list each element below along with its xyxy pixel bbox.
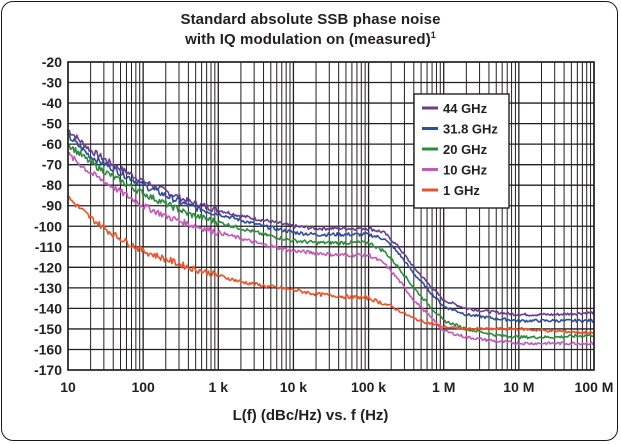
series-line-2: [67, 144, 595, 340]
y-tick-label: -160: [34, 341, 62, 357]
legend-label: 10 GHz: [443, 163, 488, 178]
series-lines: [67, 129, 595, 346]
chart-title-line2: with IQ modulation on (measured)1: [0, 30, 621, 48]
axes: -20 -30 -40 -50 -60 -70 -80 -90 -100 -110 -120 -130…: [34, 54, 613, 395]
legend-box: [413, 93, 510, 209]
y-tick-label: -40: [42, 95, 62, 111]
x-tick-label: 10 k: [280, 379, 307, 395]
grid: [67, 61, 595, 371]
legend-label: 1 GHz: [443, 183, 480, 198]
y-tick-label: -170: [34, 362, 62, 378]
y-tick-label: -150: [34, 321, 62, 337]
x-tick-label: 10 M: [503, 379, 534, 395]
series-line-4: [67, 195, 595, 335]
y-tick-label: -130: [34, 280, 62, 296]
title-footnote: 1: [430, 30, 436, 40]
legend: 44 GHz 31.8 GHz 20 GHz 10 GHz 1 GHz: [413, 93, 510, 209]
y-tick-label: -60: [42, 136, 62, 152]
x-tick-label: 1 M: [432, 379, 455, 395]
series-line-1: [67, 133, 595, 323]
y-tick-label: -50: [42, 116, 62, 132]
x-tick-label: 100 M: [575, 379, 614, 395]
x-tick-label: 1 k: [209, 379, 229, 395]
plot-border: [67, 61, 595, 371]
x-tick-label: 100: [131, 379, 155, 395]
y-tick-label: -30: [42, 75, 62, 91]
legend-label: 31.8 GHz: [443, 122, 498, 137]
chart-title-line1: Standard absolute SSB phase noise: [180, 11, 441, 28]
x-tick-label: 10: [60, 379, 76, 395]
y-tick-label: -90: [42, 198, 62, 214]
y-tick-label: -20: [42, 54, 62, 70]
y-tick-label: -110: [35, 239, 62, 255]
chart-title-line2-text: with IQ modulation on (measured): [185, 31, 431, 48]
series-line-3: [67, 151, 595, 346]
y-tick-label: -100: [34, 218, 62, 234]
series-line-0: [67, 129, 595, 317]
legend-label: 44 GHz: [443, 101, 488, 116]
y-tick-label: -140: [34, 300, 62, 316]
y-tick-label: -70: [42, 157, 62, 173]
x-tick-label: 100 k: [351, 379, 386, 395]
y-tick-label: -80: [42, 177, 62, 193]
y-tick-label: -120: [34, 259, 62, 275]
legend-label: 20 GHz: [443, 142, 488, 157]
x-axis-label: L(f) (dBc/Hz) vs. f (Hz): [232, 407, 389, 424]
